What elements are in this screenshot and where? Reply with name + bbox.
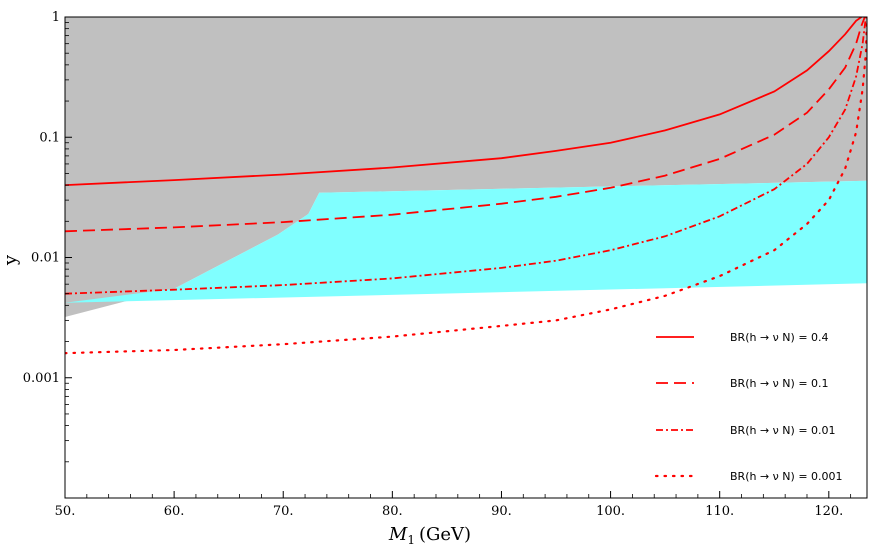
- y-axis-title: y: [0, 254, 21, 266]
- legend-label-br-h-n-0-01: BR(h → ν N) = 0.01: [730, 424, 836, 437]
- x-tick-label: 70.: [273, 504, 294, 519]
- series-line-br-h-n-0-01: [65, 17, 867, 295]
- x-tick-label: 90.: [491, 504, 512, 519]
- x-tick-label: 50.: [55, 504, 76, 519]
- region-1: [65, 180, 867, 303]
- legend: BR(h → ν N) = 0.4 BR(h → ν N) = 0.1 BR(h →…: [654, 331, 843, 483]
- x-tick-label: 60.: [164, 504, 185, 519]
- curves-layer: [65, 17, 867, 355]
- series-line-br-h-n-0-1: [65, 17, 866, 233]
- x-axis-title: M1 (GeV): [388, 524, 471, 545]
- y-tick-label: 1: [52, 10, 60, 25]
- x-tick-label: 120.: [814, 504, 843, 519]
- legend-label-br-h-n-0-4: BR(h → ν N) = 0.4: [730, 331, 829, 344]
- region-0: [65, 17, 867, 317]
- regions-layer: [65, 17, 867, 317]
- x-axis-ticks: 50. 60. 70. 80. 90. 100. 110. 120.: [55, 491, 852, 519]
- y-tick-label: 0.01: [31, 251, 60, 266]
- legend-label-br-h-n-0-001: BR(h → ν N) = 0.001: [730, 470, 843, 483]
- y-axis-ticks: 1 0.1 0.01 0.001: [23, 10, 72, 463]
- series-line-br-h-n-0-001: [65, 17, 867, 355]
- x-tick-label: 100.: [596, 504, 625, 519]
- legend-label-br-h-n-0-1: BR(h → ν N) = 0.1: [730, 377, 829, 390]
- x-tick-label: 80.: [382, 504, 403, 519]
- y-tick-label: 0.001: [23, 371, 60, 386]
- series-line-br-h-n-0-4: [65, 17, 863, 186]
- y-tick-label: 0.1: [39, 130, 60, 145]
- x-tick-label: 110.: [705, 504, 734, 519]
